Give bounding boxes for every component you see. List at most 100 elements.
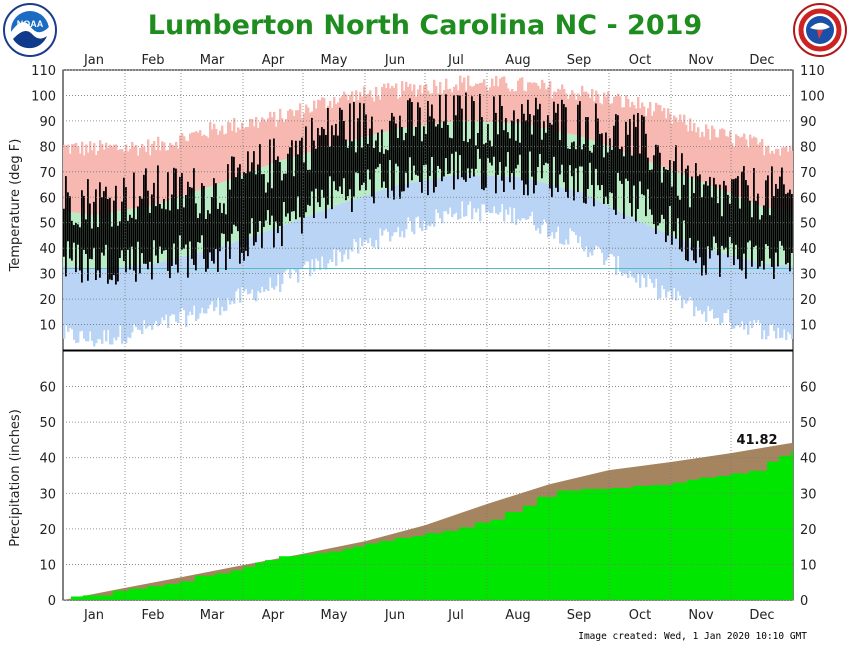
record-low-bar: [443, 176, 446, 212]
record-low-bar: [411, 182, 414, 232]
record-high-bar: [681, 122, 684, 175]
record-high-bar: [461, 82, 464, 122]
actual-temperature-bar: [279, 162, 281, 226]
actual-temperature-bar: [93, 201, 95, 248]
record-high-bar: [203, 134, 206, 189]
actual-temperature-bar: [713, 177, 715, 237]
record-low-bar: [661, 231, 664, 286]
record-low-bar: [189, 254, 192, 312]
actual-temperature-bar: [617, 115, 619, 173]
actual-temperature-bar: [519, 142, 521, 155]
record-low-bar: [735, 256, 738, 326]
record-low-bar: [231, 242, 234, 302]
record-low-bar: [221, 246, 224, 307]
record-high-bar: [695, 132, 698, 180]
record-low-bar: [335, 205, 338, 266]
record-high-bar: [705, 124, 708, 184]
actual-temperature-bar: [243, 172, 245, 261]
record-low-bar: [115, 266, 118, 341]
precipitation-tick-label: 50: [39, 416, 56, 431]
record-high-bar: [291, 110, 294, 158]
record-low-bar: [673, 236, 676, 289]
actual-temperature-bar: [603, 157, 605, 204]
record-low-bar: [525, 178, 528, 220]
actual-temperature-bar: [329, 146, 331, 177]
record-high-bar: [85, 144, 88, 215]
actual-temperature-bar: [407, 100, 409, 188]
record-low-bar: [653, 227, 656, 288]
actual-temperature-bar: [531, 134, 533, 177]
record-low-bar: [643, 223, 646, 278]
actual-temperature-bar: [257, 164, 259, 232]
actual-temperature-bar: [213, 178, 215, 264]
record-low-bar: [481, 175, 484, 205]
actual-temperature-bar: [209, 213, 211, 253]
record-high-bar: [517, 80, 520, 124]
month-label-bottom: Aug: [505, 608, 530, 623]
record-low-bar: [501, 176, 504, 205]
record-high-bar: [787, 151, 790, 211]
actual-temperature-bar: [709, 176, 711, 259]
record-high-bar: [583, 91, 586, 138]
record-low-bar: [515, 176, 518, 225]
temperature-tick-label: 10: [39, 319, 56, 334]
actual-temperature-bar: [151, 194, 153, 280]
record-high-bar: [673, 115, 676, 172]
actual-temperature-bar: [507, 132, 509, 153]
record-low-bar: [197, 252, 200, 319]
record-low-bar: [711, 250, 714, 310]
actual-temperature-bar: [685, 168, 687, 261]
actual-temperature-bar: [791, 193, 793, 254]
record-high-bar: [243, 128, 246, 175]
record-low-bar: [269, 230, 272, 278]
record-low-bar: [581, 192, 584, 248]
actual-temperature-bar: [505, 118, 507, 167]
record-high-bar: [391, 85, 394, 131]
actual-temperature-bar: [697, 176, 699, 241]
actual-temperature-bar: [411, 102, 413, 181]
actual-temperature-bar: [233, 156, 235, 225]
actual-temperature-bar: [111, 226, 113, 281]
record-low-bar: [405, 183, 408, 230]
actual-temperature-bar: [647, 157, 649, 190]
record-high-bar: [369, 90, 372, 136]
actual-temperature-bar: [515, 140, 517, 169]
record-high-bar: [399, 96, 402, 129]
record-high-bar: [729, 131, 732, 194]
actual-temperature-bar: [273, 138, 275, 248]
actual-temperature-bar: [95, 189, 97, 281]
actual-temperature-bar: [727, 194, 729, 258]
record-high-bar: [287, 110, 290, 159]
record-high-bar: [551, 98, 554, 131]
record-low-bar: [213, 248, 216, 312]
actual-temperature-bar: [575, 149, 577, 169]
precipitation-tick-label: 20: [39, 523, 56, 538]
month-label-bottom: Jan: [83, 608, 104, 623]
record-low-bar: [155, 263, 158, 321]
actual-temperature-bar: [773, 196, 775, 279]
actual-temperature-bar: [549, 122, 551, 189]
record-low-bar: [397, 184, 400, 228]
record-high-bar: [789, 145, 792, 211]
record-low-bar: [551, 184, 554, 233]
record-high-bar: [657, 104, 660, 166]
record-low-bar: [225, 244, 228, 311]
record-low-bar: [615, 209, 618, 275]
record-low-bar: [629, 216, 632, 272]
record-low-bar: [245, 238, 248, 289]
actual-temperature-bar: [245, 173, 247, 251]
record-low-bar: [289, 222, 292, 279]
actual-temperature-bar: [517, 118, 519, 165]
record-high-bar: [277, 119, 280, 162]
record-high-bar: [247, 126, 250, 173]
actual-temperature-bar: [189, 187, 191, 242]
actual-temperature-bar: [345, 139, 347, 201]
record-high-bar: [679, 114, 682, 174]
record-low-bar: [531, 179, 534, 212]
record-high-bar: [719, 129, 722, 190]
record-high-bar: [125, 144, 128, 210]
record-high-bar: [477, 83, 480, 122]
record-low-bar: [701, 247, 704, 315]
record-low-bar: [75, 267, 78, 344]
record-high-bar: [319, 100, 322, 150]
